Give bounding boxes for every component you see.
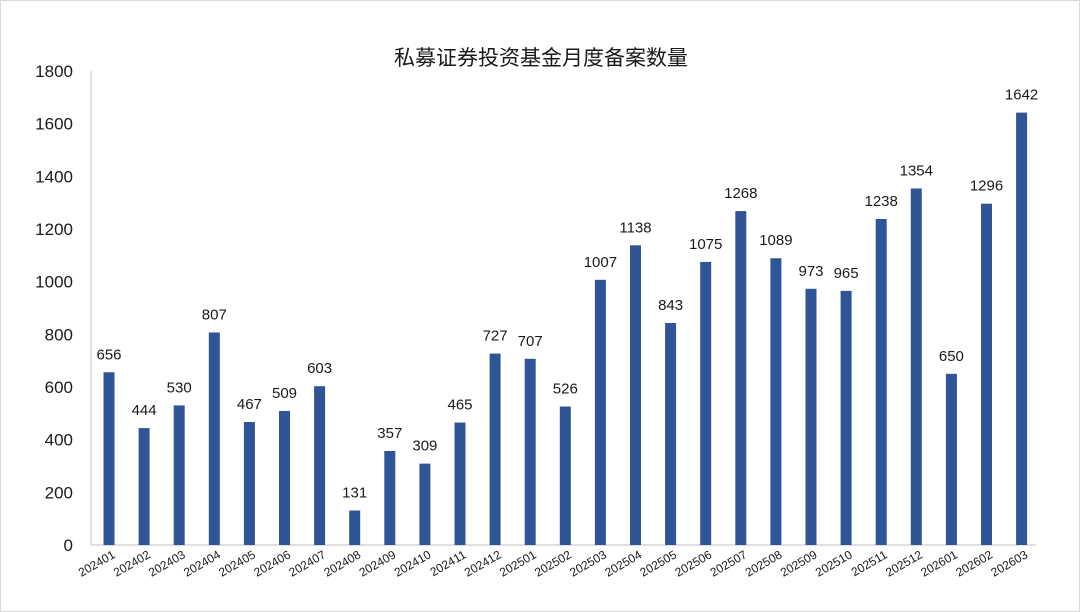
- data-label: 526: [553, 380, 578, 397]
- bar-202409: [384, 450, 396, 545]
- data-label: 1075: [689, 236, 722, 253]
- data-label: 467: [237, 396, 262, 413]
- data-label: 650: [939, 348, 964, 365]
- bar-202602: [981, 203, 992, 545]
- y-tick-label: 1400: [35, 167, 73, 186]
- x-tick-label: 202512: [883, 547, 925, 579]
- x-tick-label: 202408: [322, 547, 364, 579]
- x-tick-label: 202407: [286, 547, 328, 579]
- data-label: 1138: [619, 219, 651, 236]
- x-tick-label: 202406: [251, 547, 293, 579]
- y-tick-label: 1600: [35, 115, 73, 134]
- bar-202603: [1016, 112, 1028, 546]
- x-tick-label: 202601: [918, 547, 960, 579]
- data-label: 131: [342, 485, 367, 502]
- bar-202403: [173, 405, 185, 545]
- data-label: 973: [798, 263, 823, 280]
- bar-202408: [349, 510, 361, 545]
- y-tick-label: 600: [45, 378, 73, 397]
- data-label: 656: [96, 346, 121, 363]
- data-label: 1007: [584, 254, 617, 271]
- bar-202508: [770, 258, 782, 545]
- x-tick-label: 202508: [743, 547, 785, 579]
- y-tick-label: 0: [64, 536, 73, 555]
- x-tick-label: 202510: [813, 547, 855, 579]
- bar-202601: [945, 373, 957, 545]
- x-tick-label: 202404: [181, 547, 223, 579]
- x-tick-label: 202410: [392, 547, 434, 579]
- data-label: 357: [377, 425, 402, 442]
- x-tick-label: 202504: [602, 547, 644, 579]
- data-label: 843: [658, 297, 683, 314]
- data-label: 465: [447, 397, 472, 414]
- y-tick-label: 1800: [35, 62, 73, 81]
- data-label: 707: [518, 333, 543, 350]
- data-label: 1296: [970, 178, 1003, 195]
- x-tick-label: 202402: [111, 547, 153, 579]
- x-tick-label: 202403: [146, 547, 188, 579]
- bars: [103, 112, 1028, 546]
- data-label: 1354: [900, 162, 933, 179]
- bar-202504: [630, 245, 641, 545]
- y-tick-label: 200: [45, 483, 73, 502]
- x-tick-label: 202409: [357, 547, 399, 579]
- chart-title: 私募证券投资基金月度备案数量: [394, 46, 688, 70]
- x-tick-label: 202511: [849, 547, 890, 579]
- x-tick-label: 202505: [637, 547, 679, 579]
- x-tick-label: 202502: [532, 547, 574, 579]
- bar-202509: [805, 288, 817, 545]
- data-label: 965: [834, 265, 859, 282]
- x-tick-label: 202412: [462, 547, 504, 579]
- bar-202406: [279, 410, 290, 545]
- data-label: 807: [202, 306, 227, 323]
- bar-202511: [875, 218, 887, 545]
- bar-202507: [735, 211, 747, 546]
- bar-202501: [524, 358, 536, 545]
- x-tick-label: 202603: [988, 547, 1030, 579]
- bar-202402: [138, 428, 150, 545]
- y-tick-label: 400: [45, 431, 73, 450]
- data-label: 1268: [724, 185, 757, 202]
- x-tick-label: 202503: [567, 547, 609, 579]
- bar-202404: [208, 332, 220, 545]
- data-label: 530: [167, 379, 192, 396]
- bar-202401: [103, 372, 115, 545]
- data-label: 444: [132, 402, 157, 419]
- x-tick-label: 202401: [76, 547, 118, 579]
- bar-202502: [559, 406, 571, 545]
- y-axis-ticks: 0 200 400 600 800 1000 1200 1400 1600 1800: [35, 62, 73, 555]
- x-tick-label: 202411: [428, 547, 469, 579]
- y-tick-label: 800: [45, 325, 73, 344]
- bar-202512: [910, 188, 922, 546]
- data-label: 603: [307, 360, 332, 377]
- y-tick-label: 1000: [35, 273, 73, 292]
- bar-202412: [489, 353, 501, 545]
- bar-202407: [314, 386, 326, 545]
- data-label: 1238: [865, 193, 898, 210]
- x-tick-label: 202507: [708, 547, 750, 579]
- data-label: 509: [272, 385, 297, 402]
- bar-202503: [594, 279, 606, 545]
- bar-202505: [665, 323, 677, 545]
- x-tick-label: 202602: [953, 547, 995, 579]
- bar-202411: [454, 422, 466, 545]
- x-tick-label: 202509: [778, 547, 820, 579]
- bar-202405: [243, 422, 255, 545]
- data-label: 1642: [1005, 87, 1038, 104]
- x-tick-label: 202501: [497, 547, 539, 579]
- data-label: 309: [412, 438, 437, 455]
- data-labels: 656 444 530 807 467 509 603 131 357 309 465 727 707 5…: [96, 87, 1038, 502]
- x-axis-ticks: 2024012024022024032024042024052024062024…: [76, 547, 1031, 579]
- bar-202510: [840, 290, 852, 545]
- x-tick-label: 202506: [673, 547, 715, 579]
- data-label: 1089: [759, 232, 792, 249]
- bar-202410: [419, 463, 431, 545]
- bar-202506: [700, 261, 712, 545]
- x-tick-label: 202405: [216, 547, 258, 579]
- y-tick-label: 1200: [35, 220, 73, 239]
- data-label: 727: [483, 328, 508, 345]
